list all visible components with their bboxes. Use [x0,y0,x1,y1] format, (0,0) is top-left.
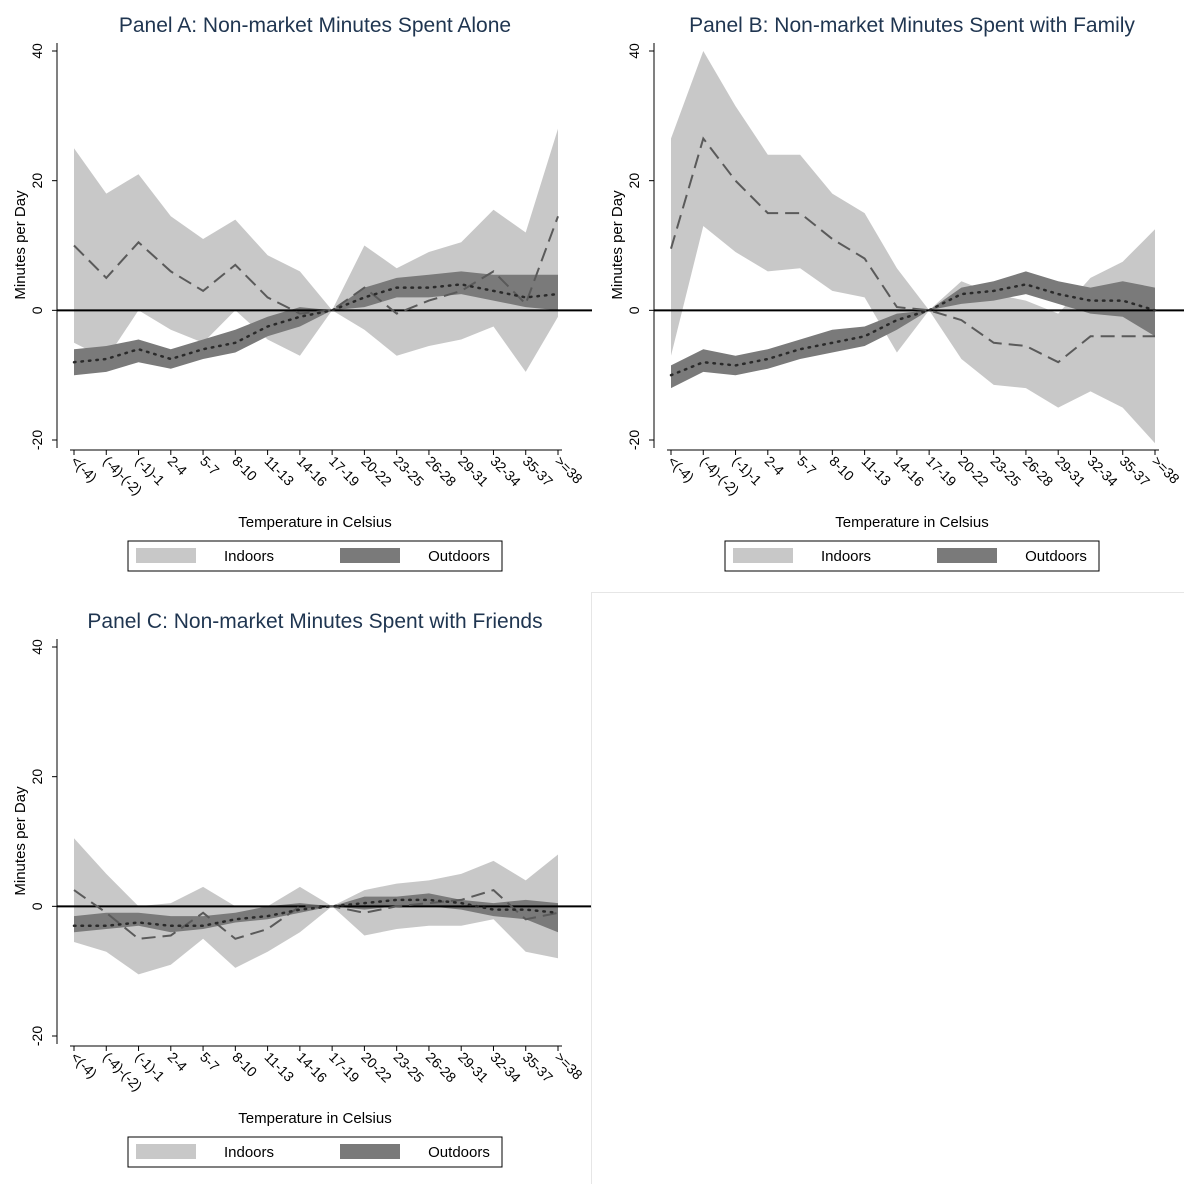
x-tick-label: 17-19 [326,1049,363,1086]
x-tick-label: 2-4 [165,453,191,479]
x-tick-label: 35-37 [1117,453,1154,490]
legend-swatch-outdoors [340,548,400,563]
legend-swatch-outdoors [937,548,997,563]
x-tick-label: >=38 [552,1049,586,1083]
series-line-outdoors [72,898,560,928]
x-tick-label: 5-7 [197,453,223,479]
legend-label-indoors: Indoors [224,1144,274,1161]
series-line-indoors [73,215,559,315]
x-tick-label: 20-22 [955,453,992,490]
x-tick-label: 2-4 [165,1049,191,1075]
y-tick-label: 20 [626,173,642,189]
y-tick-label: -20 [29,1026,45,1046]
legend-swatch-outdoors [340,1144,400,1159]
x-tick-label: 5-7 [197,1049,223,1075]
x-tick-label: <(-4) [68,1049,100,1081]
x-tick-label: 23-25 [391,1049,428,1086]
y-tick-label: 0 [29,902,45,910]
x-tick-label: 14-16 [294,453,331,490]
x-tick-label: 26-28 [423,453,460,490]
legend-swatch-indoors [136,548,196,563]
empty-panel [591,592,1184,1184]
legend-label-outdoors: Outdoors [428,548,490,565]
y-axis-label: Minutes per Day [609,190,626,300]
y-tick-label: -20 [626,430,642,450]
panel-title: Panel A: Non-market Minutes Spent Alone [119,14,511,37]
y-tick-label: 0 [626,306,642,314]
x-tick-label: 23-25 [391,453,428,490]
x-tick-label: <(-4) [665,453,697,485]
panel-b-chart: Panel B: Non-market Minutes Spent with F… [609,14,1184,572]
legend: Indoors Outdoors [127,1136,503,1168]
x-tick-label: 35-37 [520,1049,557,1086]
x-tick-label: 32-34 [487,453,524,490]
y-tick-label: 20 [29,173,45,189]
y-tick-label: 40 [29,639,45,655]
series-line-indoors [670,136,1155,364]
x-tick-label: 20-22 [358,453,395,490]
x-tick-label: 29-31 [455,1049,492,1086]
legend-label-indoors: Indoors [821,548,871,565]
x-tick-label: 29-31 [1052,453,1089,490]
x-tick-label: 14-16 [294,1049,331,1086]
x-tick-label: 14-16 [891,453,928,490]
x-tick-label: <(-4) [68,453,100,485]
y-axis-label: Minutes per Day [12,190,29,300]
x-tick-label: 8-10 [229,453,260,484]
x-tick-label: 8-10 [826,453,857,484]
x-axis-label: Temperature in Celsius [238,1110,391,1127]
series-line-outdoors [72,283,560,364]
x-tick-label: 5-7 [794,453,820,479]
x-tick-label: 32-34 [487,1049,524,1086]
x-tick-label: 32-34 [1084,453,1121,490]
y-tick-label: 0 [29,306,45,314]
legend: Indoors Outdoors [724,540,1100,572]
panel-c-chart: Panel C: Non-market Minutes Spent with F… [12,610,592,1168]
confidence-band-outdoors [671,271,1155,389]
x-tick-label: 35-37 [520,453,557,490]
x-tick-label: 23-25 [988,453,1025,490]
legend: Indoors Outdoors [127,540,503,572]
y-tick-label: -20 [29,430,45,450]
legend-label-outdoors: Outdoors [1025,548,1087,565]
panel-a-chart: Panel A: Non-market Minutes Spent Alone … [12,14,592,572]
x-tick-label: 11-13 [261,453,297,489]
confidence-band-outdoors [74,271,558,376]
x-axis-label: Temperature in Celsius [238,514,391,531]
x-axis-label: Temperature in Celsius [835,514,988,531]
y-tick-label: 40 [626,43,642,59]
x-tick-label: >=38 [1149,453,1183,487]
panel-b: Panel B: Non-market Minutes Spent with F… [597,0,1184,592]
x-tick-label: 20-22 [358,1049,395,1086]
y-tick-label: 20 [29,769,45,785]
x-tick-label: 11-13 [261,1049,297,1085]
x-tick-label: 8-10 [229,1049,260,1080]
x-tick-label: 2-4 [762,453,788,479]
x-tick-label: >=38 [552,453,586,487]
legend-label-outdoors: Outdoors [428,1144,490,1161]
legend-label-indoors: Indoors [224,548,274,565]
x-tick-label: 26-28 [1020,453,1057,490]
panel-a: Panel A: Non-market Minutes Spent Alone … [0,0,592,592]
panel-title: Panel C: Non-market Minutes Spent with F… [87,610,542,633]
series-line-outdoors [669,283,1157,377]
y-axis-label: Minutes per Day [12,786,29,896]
x-tick-label: 11-13 [858,453,894,489]
confidence-band-indoors [671,51,1155,444]
legend-swatch-indoors [136,1144,196,1159]
legend-swatch-indoors [733,548,793,563]
panel-c: Panel C: Non-market Minutes Spent with F… [0,596,592,1188]
y-tick-label: 40 [29,43,45,59]
series-line-indoors [73,888,559,940]
x-tick-label: 17-19 [923,453,960,490]
x-tick-label: 17-19 [326,453,363,490]
x-tick-label: 26-28 [423,1049,460,1086]
panel-title: Panel B: Non-market Minutes Spent with F… [689,14,1135,37]
x-tick-label: 29-31 [455,453,492,490]
